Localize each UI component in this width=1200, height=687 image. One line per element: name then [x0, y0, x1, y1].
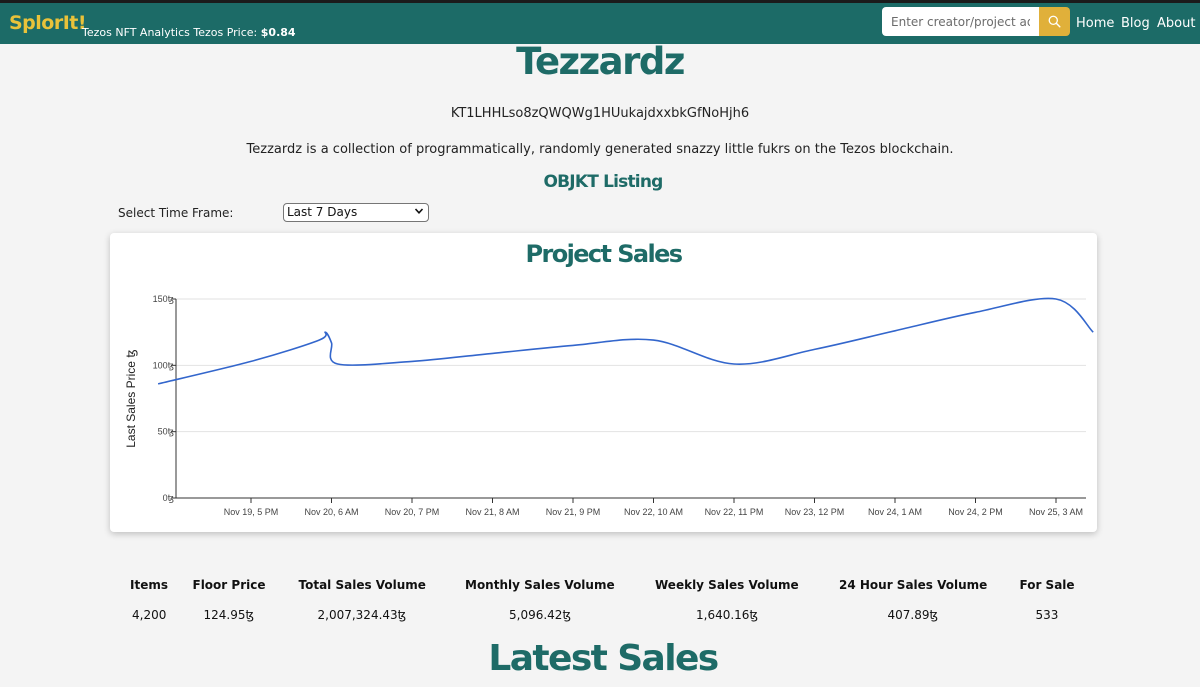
stat-label: Weekly Sales Volume — [655, 578, 799, 592]
project-title: Tezzardz — [516, 40, 685, 83]
stat-label: Total Sales Volume — [298, 578, 426, 592]
x-tick-label: Nov 19, 5 PM — [224, 507, 279, 517]
y-tick-label: 50ꜩ — [158, 427, 174, 437]
stat-value: 1,640.16ꜩ — [696, 608, 758, 622]
search-button[interactable] — [1039, 7, 1070, 36]
tagline-text: Tezos NFT Analytics Tezos Price: — [82, 26, 261, 39]
sales-line — [157, 297, 1094, 385]
x-tick-label: Nov 21, 8 AM — [465, 507, 519, 517]
sales-chart: 0ꜩ 50ꜩ 100ꜩ 150ꜩ Nov 19, 5 PM Nov 20, 6 AM Nov… — [124, 294, 1094, 517]
stat-value: 4,200 — [132, 608, 167, 622]
x-tick-label: Nov 22, 10 AM — [624, 507, 683, 517]
y-axis-label: Last Sales Price ꜩ — [124, 349, 138, 448]
search-input[interactable] — [882, 7, 1039, 36]
x-tick-label: Nov 23, 12 PM — [785, 507, 845, 517]
stat-label: For Sale — [1019, 578, 1075, 592]
timeframe-selected: Last 7 Days — [287, 205, 358, 219]
x-tick-label: Nov 25, 3 AM — [1029, 507, 1083, 517]
nav-blog[interactable]: Blog — [1121, 16, 1150, 31]
x-tick-label: Nov 22, 11 PM — [705, 507, 764, 517]
chevron-down-icon — [414, 208, 424, 214]
y-tick-label: 100ꜩ — [153, 360, 174, 370]
stat-label: Monthly Sales Volume — [465, 578, 615, 592]
top-border — [0, 0, 1200, 3]
search-box — [882, 7, 1070, 36]
latest-sales-heading: Latest Sales — [488, 638, 719, 679]
x-tick-label: Nov 24, 2 PM — [948, 507, 1003, 517]
x-tick-label: Nov 24, 1 AM — [868, 507, 922, 517]
timeframe-select[interactable]: Last 7 Days — [283, 203, 429, 222]
brand-logo[interactable]: SplorIt! — [9, 12, 87, 34]
x-tick-label: Nov 20, 6 AM — [304, 507, 358, 517]
stat-label: Items — [130, 578, 168, 592]
project-description: Tezzardz is a collection of programmatic… — [246, 142, 954, 157]
timeframe-label: Select Time Frame: — [118, 206, 234, 220]
x-tick-label: Nov 20, 7 PM — [385, 507, 440, 517]
contract-address: KT1LHHLso8zQWQWg1HUukajdxxbkGfNoHjh6 — [450, 106, 750, 121]
y-tick-label: 150ꜩ — [153, 294, 174, 304]
nav-home[interactable]: Home — [1076, 16, 1115, 31]
stat-label: Floor Price — [192, 578, 266, 592]
stat-label: 24 Hour Sales Volume — [839, 578, 988, 592]
chart-card: Project Sales 0ꜩ 50ꜩ 100ꜩ 150ꜩ Nov 19, 5 PM N… — [110, 233, 1097, 532]
stat-value: 5,096.42ꜩ — [509, 608, 571, 622]
chart-title: Project Sales — [525, 240, 684, 268]
stat-value: 407.89ꜩ — [887, 608, 939, 622]
search-icon — [1048, 15, 1061, 28]
objkt-listing-link[interactable]: OBJKT Listing — [543, 172, 663, 192]
stat-value: 2,007,324.43ꜩ — [317, 608, 407, 622]
navbar: SplorIt! Tezos NFT Analytics Tezos Price… — [0, 3, 1200, 44]
tezos-price: $0.84 — [260, 26, 296, 39]
x-tick-label: Nov 21, 9 PM — [546, 507, 601, 517]
y-tick-label: 0ꜩ — [163, 493, 174, 503]
stat-value: 533 — [1035, 608, 1059, 622]
nav-about[interactable]: About — [1157, 16, 1196, 31]
stat-value: 124.95ꜩ — [203, 608, 255, 622]
tagline: Tezos NFT Analytics Tezos Price: $0.84 — [82, 26, 296, 39]
